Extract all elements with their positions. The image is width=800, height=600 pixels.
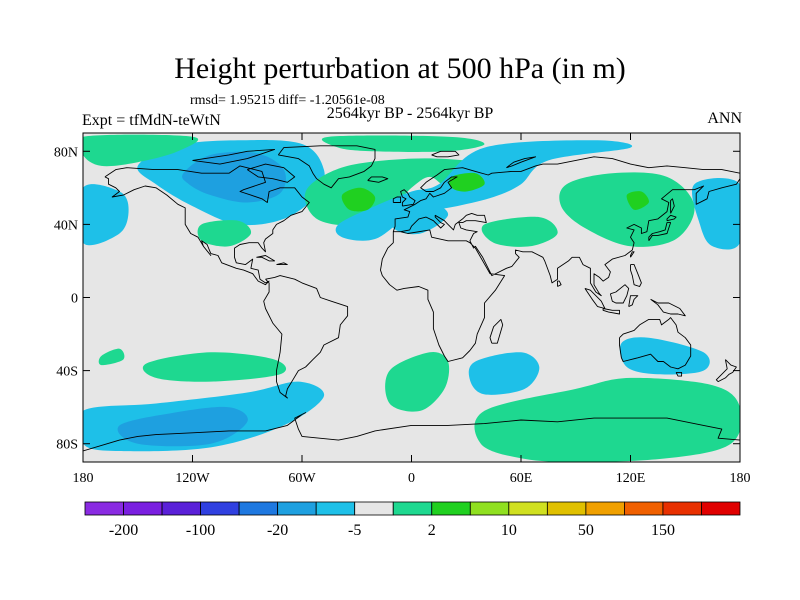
coastline-new-guinea — [650, 298, 686, 317]
coastline-sakhalin — [670, 198, 675, 214]
coastline-baffin — [247, 163, 296, 183]
anomaly-region-ne-asia-neg — [691, 178, 740, 250]
coastline-madagascar — [489, 318, 504, 344]
colorbar-label: 150 — [651, 522, 675, 539]
colorbar-swatch — [84, 501, 124, 516]
colorbar-swatch — [161, 501, 201, 516]
coastline-iceland — [367, 176, 389, 183]
map-axes: 80N 40N 0 40S 80S 180 120W 60W 0 60E 120E 180 — [54, 133, 751, 486]
coastline-hokkaido — [666, 214, 677, 222]
coastline-borneo — [609, 284, 630, 304]
colorbar-swatch — [546, 501, 587, 516]
anomaly-region-south-pacific-west-pos — [98, 348, 125, 366]
coastline-ireland — [392, 196, 402, 203]
x-tick-label: 60E — [510, 471, 533, 486]
coastline-new-zealand — [715, 359, 737, 383]
anomaly-fills — [83, 134, 740, 462]
colorbar-label: 50 — [578, 522, 594, 539]
x-tick-label: 120W — [175, 471, 210, 486]
anomaly-region-south-atlantic-pos — [385, 352, 450, 412]
colorbar-swatch — [315, 501, 356, 516]
colorbar-swatch — [469, 501, 510, 516]
colorbar-swatch — [431, 501, 471, 516]
anomaly-region-south-pacific-pos — [142, 352, 287, 382]
y-tick-label: 80S — [56, 438, 78, 453]
anomaly-region-australia-neg — [619, 337, 710, 375]
coastline-java — [602, 308, 620, 315]
colorbar-label: -5 — [348, 522, 361, 539]
y-tick-label: 0 — [71, 292, 78, 307]
y-tick-label: 80N — [54, 145, 78, 160]
y-tick-label: 40N — [54, 218, 78, 233]
coastline-svalbard — [431, 150, 460, 158]
anomaly-region-southern-ocean-pos — [474, 377, 740, 462]
x-tick-label: 0 — [408, 471, 415, 486]
colorbar-label: -100 — [186, 522, 215, 539]
x-tick-label: 180 — [730, 471, 751, 486]
experiment-label: Expt = tfMdN-teWtN — [82, 112, 221, 129]
colorbar-swatch — [662, 501, 702, 516]
anomaly-region-arctic-pos-east — [321, 135, 485, 152]
colorbar-swatch — [392, 501, 433, 516]
colorbar-label: -20 — [267, 522, 288, 539]
x-tick-label: 120E — [616, 471, 646, 486]
coastline-tasmania — [675, 371, 683, 377]
coastline-uk — [400, 189, 416, 207]
coastline-australia — [619, 317, 692, 370]
coastline-north-america — [104, 165, 310, 286]
colorbar-swatch — [200, 501, 240, 516]
anomaly-region-middle-east-pos — [481, 216, 558, 247]
anomaly-region-nw-pacific-neg — [83, 184, 129, 246]
coastline-philippines — [630, 264, 642, 287]
figure-title: Height perturbation at 500 hPa (in m) — [174, 52, 626, 85]
colorbar-swatch — [354, 501, 394, 516]
season-label: ANN — [707, 110, 742, 127]
colorbar-swatch — [238, 501, 279, 516]
anomaly-region-canada-neg-core — [182, 151, 286, 203]
coastline-sri-lanka — [557, 280, 562, 287]
coastline-antarctica — [83, 412, 740, 452]
colorbar-swatch — [701, 501, 741, 516]
colorbar-swatch — [123, 501, 163, 516]
coastline-sulawesi — [628, 295, 639, 308]
colorbar-swatch — [585, 501, 625, 516]
colorbar-label: -200 — [109, 522, 138, 539]
anomaly-region-antarctic-pacific-neg-core — [117, 406, 248, 447]
x-tick-label: 180 — [73, 471, 94, 486]
coastline-taiwan — [630, 251, 635, 258]
x-tick-label: 60W — [288, 471, 316, 486]
colorbar-label: 10 — [501, 522, 517, 539]
period-label: 2564kyr BP - 2564kyr BP — [326, 105, 494, 122]
anomaly-region-us-pos — [197, 220, 252, 247]
anomaly-region-south-indian-neg — [468, 352, 540, 395]
anomaly-region-arctic-pos-west — [83, 134, 199, 167]
colorbar-swatch — [277, 501, 317, 516]
colorbar-label: 2 — [428, 522, 436, 539]
anomaly-region-asia-pos-core — [626, 191, 649, 210]
coastline-japan — [648, 222, 672, 242]
colorbar-swatch — [624, 501, 664, 516]
y-tick-label: 40S — [56, 365, 78, 380]
statistics-label: rmsd= 1.95215 diff= -1.20561e-08 — [190, 93, 385, 108]
anomaly-region-asia-pos — [559, 172, 695, 247]
coastline-eurasia-africa — [380, 156, 740, 362]
coastline-hispaniola — [276, 262, 288, 266]
coastline-south-america — [263, 275, 349, 399]
coastline-cuba — [256, 255, 276, 262]
anomaly-region-north-atlantic-pos-core — [341, 187, 376, 212]
colorbar-swatch — [508, 501, 548, 516]
coastline-arctic-isles — [192, 148, 276, 165]
coastline-novaya-zemlya — [506, 156, 537, 169]
anomaly-region-scandinavia-pos-core — [449, 172, 485, 192]
coastlines — [83, 145, 740, 452]
coastline-greenland — [277, 145, 376, 189]
colorbar: -200 -100 -20 -5 2 10 50 150 — [84, 501, 741, 539]
